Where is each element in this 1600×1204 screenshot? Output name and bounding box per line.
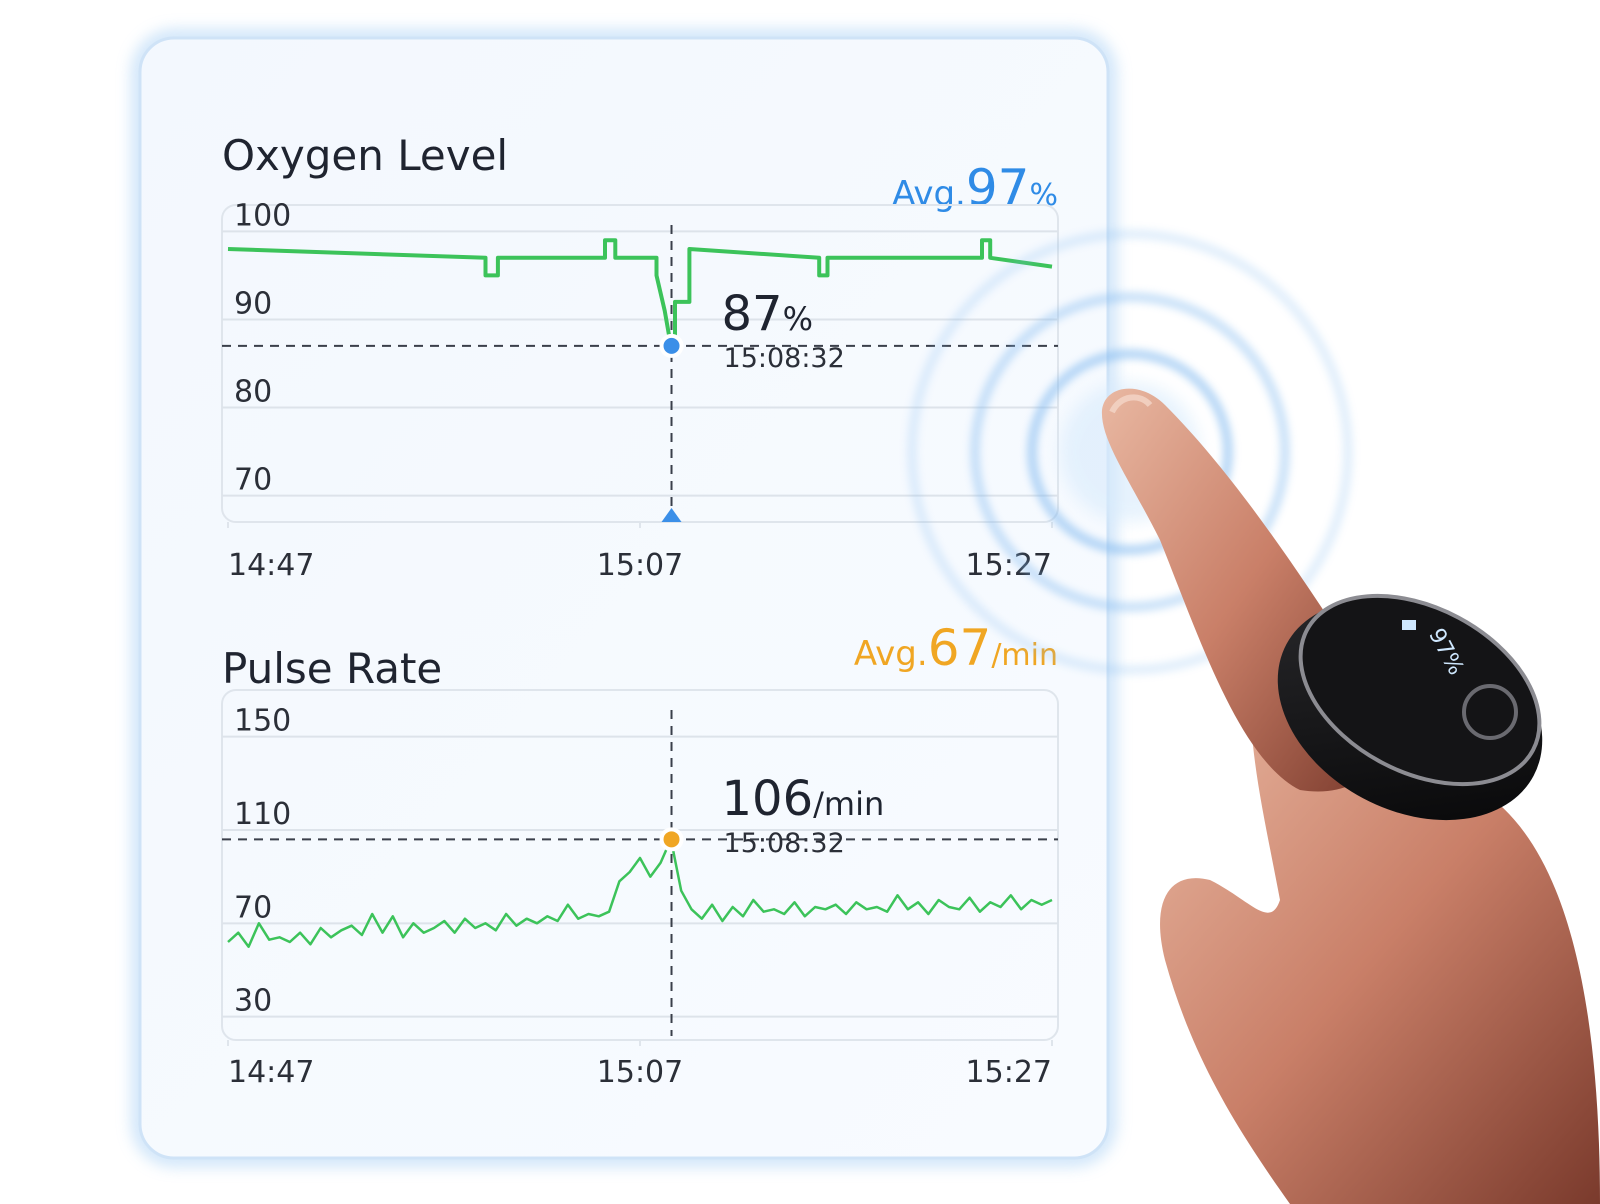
average: Avg.67/min [854, 619, 1058, 677]
selected-point [659, 333, 684, 358]
selected-time: 15:08:32 [724, 828, 845, 859]
x-tick-label: 15:07 [597, 548, 683, 583]
y-tick-label: 90 [234, 286, 272, 321]
y-tick-label: 70 [234, 463, 272, 498]
x-tick-label: 14:47 [228, 548, 314, 583]
chart-title: Pulse Rate [222, 644, 442, 693]
y-tick-label: 30 [234, 984, 272, 1019]
selected-pointer [661, 508, 682, 522]
panel [138, 36, 1110, 1160]
y-tick-label: 110 [234, 797, 291, 832]
x-tick-label: 14:47 [228, 1055, 314, 1090]
hand: 97% [1101, 388, 1600, 1204]
selected-value: 87% [722, 286, 813, 342]
selected-point [659, 827, 684, 852]
average-prefix: Avg. [892, 174, 966, 214]
chart: Pulse Rate Avg.67/min 30 70 110 150 14:47 15:07… [221, 619, 1059, 1090]
average-unit: % [1029, 178, 1058, 213]
y-tick-label: 80 [234, 375, 272, 410]
average-value: 67 [928, 619, 992, 677]
selected-value-unit: /min [813, 785, 884, 823]
selected-value-unit: % [783, 300, 813, 338]
y-tick-label: 70 [234, 890, 272, 925]
average-value: 97 [966, 159, 1030, 217]
selected-value: 106/min [722, 771, 885, 827]
average: Avg.97% [892, 159, 1058, 217]
average-prefix: Avg. [854, 634, 928, 674]
selected-time: 15:08:32 [724, 343, 845, 374]
selected-value-number: 106 [722, 771, 814, 827]
chart: Oxygen Level Avg.97% 70 80 90 100 14:47 15:07 15… [221, 131, 1059, 583]
x-tick-label: 15:07 [597, 1055, 683, 1090]
x-tick-label: 15:27 [966, 1055, 1052, 1090]
chart-title: Oxygen Level [222, 131, 508, 180]
y-tick-label: 150 [234, 704, 291, 739]
data-line [227, 838, 1053, 948]
selected-value-number: 87 [722, 286, 783, 342]
y-tick-label: 100 [234, 198, 291, 233]
